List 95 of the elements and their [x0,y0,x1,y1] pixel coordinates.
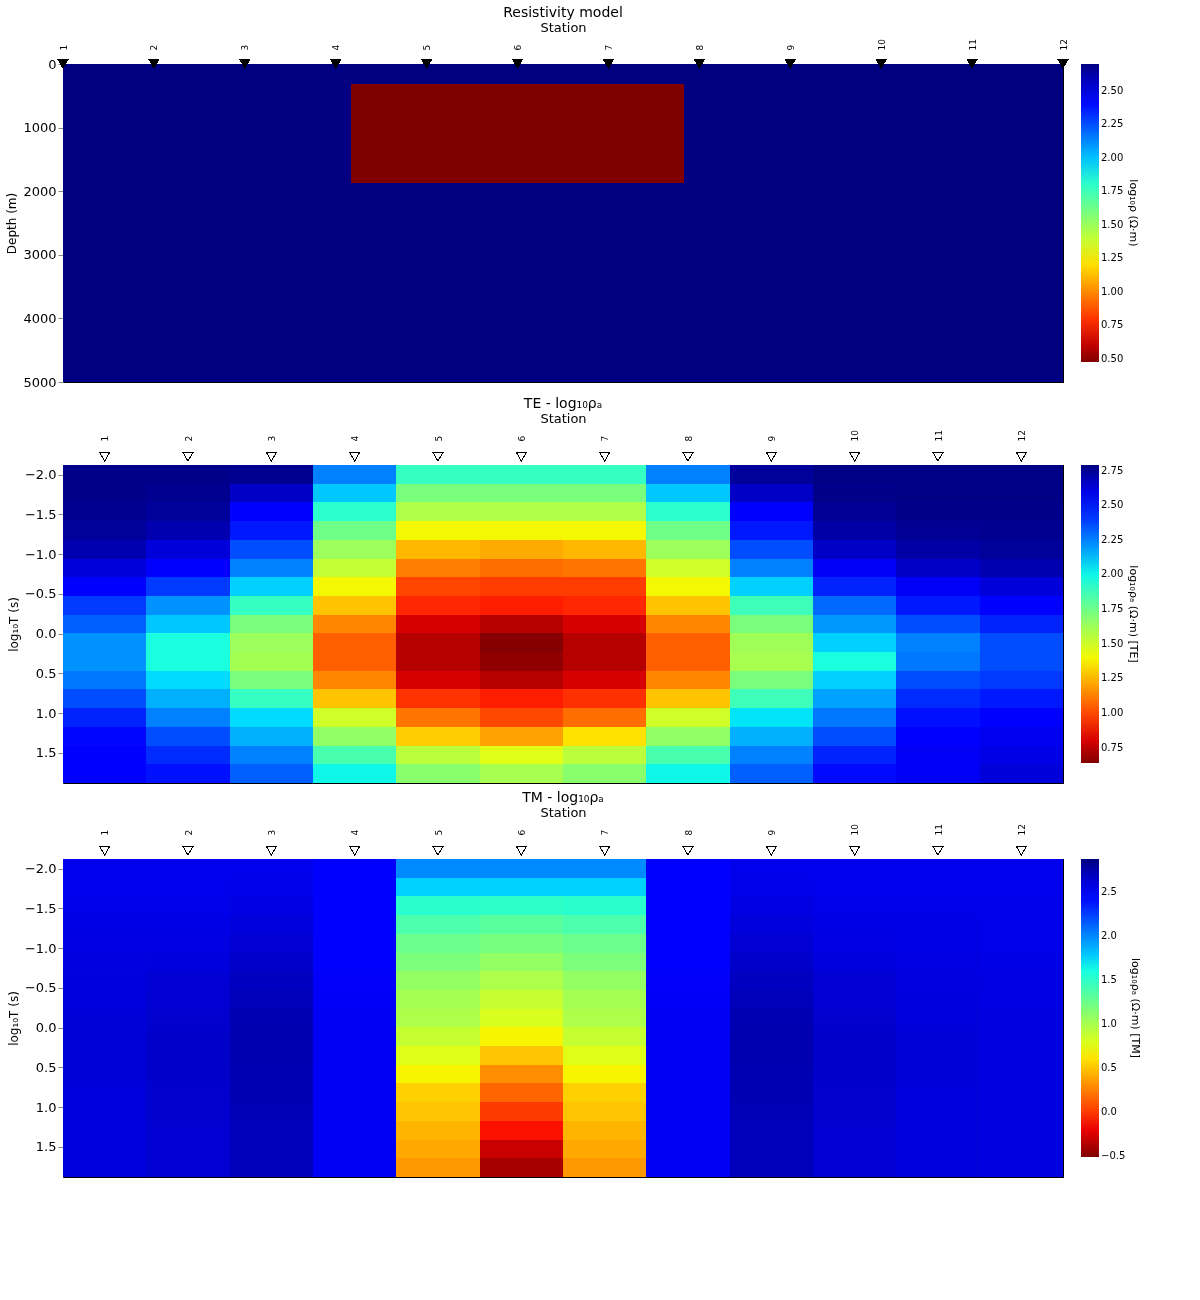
x-tick-label: 4 [350,829,361,836]
y-tick-label: −2.0 [24,861,57,877]
color-bar-label: 2.00 [1101,568,1124,580]
x-axis-title: Station [540,411,587,427]
x-tick-label: 12 [1016,430,1027,442]
y-tick-label: −1.5 [24,900,57,916]
x-tick-label: 11 [967,39,978,51]
y-tick-label: −1.0 [24,940,57,956]
chart-title: TM - log₁₀ρₐ [521,788,604,805]
color-bar-label: 1.75 [1101,185,1124,197]
color-bar-label: 2.50 [1101,84,1124,96]
x-tick-label: 1 [100,435,111,442]
color-bar-label: 2.50 [1101,499,1124,511]
x-tick-label: 3 [266,829,277,836]
x-tick-label: 8 [683,435,694,442]
x-tick-label: 7 [600,829,611,836]
color-bar-title: log₁₀ρₐ (Ω·m) [TE] [1127,565,1140,663]
x-tick-label: 4 [350,435,361,442]
x-tick-label: 11 [933,430,944,442]
x-tick-label: 6 [516,435,527,442]
chart-title: TE - log₁₀ρₐ [522,394,603,411]
x-tick-label: 1 [58,44,69,51]
x-tick-label: 9 [766,829,777,836]
color-bar-label: 1.75 [1101,603,1124,615]
chart-title: Resistivity model [503,3,623,20]
color-bar-label: 2.0 [1101,929,1117,941]
color-bar-label: 2.25 [1101,118,1124,130]
color-bar-label: −0.5 [1101,1150,1126,1162]
color-bar-label: 1.50 [1101,218,1124,230]
x-tick-label: 10 [850,429,861,442]
color-bar-label: 1.0 [1101,1017,1117,1029]
y-tick-label: −1.0 [24,546,57,562]
y-tick-label: 2000 [23,183,57,199]
color-bar-title: log₁₀ρₐ (Ω·m) [TM] [1129,958,1142,1058]
x-tick-label: 5 [422,44,433,51]
x-tick-label: 3 [266,435,277,442]
x-tick-label: 4 [331,44,342,51]
y-tick-label: −0.5 [24,980,57,996]
x-tick-label: 7 [603,44,614,51]
y-tick-label: 1.0 [35,705,57,721]
color-bar-label: 1.5 [1101,973,1117,985]
y-axis-title: log₁₀T (s) [6,597,21,652]
y-tick-label: 1000 [23,120,57,136]
y-tick-label: −0.5 [24,586,57,602]
color-bar-label: 0.75 [1101,319,1124,331]
x-axis-title: Station [540,805,587,821]
y-tick-label: 1.5 [35,1139,57,1155]
x-tick-label: 9 [785,44,796,51]
y-tick-label: 1.5 [35,745,57,761]
y-tick-label: −1.5 [24,506,57,522]
color-bar-label: 1.25 [1101,252,1124,264]
x-tick-label: 1 [100,829,111,836]
color-bar-label: 0.50 [1101,352,1124,364]
x-tick-label: 3 [240,44,251,51]
x-tick-label: 11 [933,824,944,836]
x-tick-label: 12 [1016,824,1027,836]
color-bar-label: 0.75 [1101,741,1124,753]
y-tick-label: −2.0 [24,467,57,483]
x-tick-label: 9 [766,435,777,442]
y-tick-label: 1.0 [35,1099,57,1115]
color-bar-label: 2.25 [1101,533,1124,545]
color-bar-label: 0.5 [1101,1061,1117,1073]
x-tick-label: 10 [850,823,861,836]
x-tick-label: 8 [683,829,694,836]
x-tick-label: 12 [1058,39,1069,51]
x-tick-label: 7 [600,435,611,442]
color-bar-label: 2.5 [1101,885,1117,897]
y-axis-title: Depth (m) [5,192,20,255]
x-tick-label: 2 [183,829,194,836]
x-tick-label: 2 [183,435,194,442]
color-bar-label: 0.0 [1101,1106,1117,1118]
x-tick-label: 6 [516,829,527,836]
y-tick-label: 0.0 [35,1020,57,1036]
y-tick-label: 5000 [23,374,57,390]
y-tick-label: 4000 [23,310,57,326]
x-tick-label: 5 [433,829,444,836]
y-tick-label: 0.0 [35,626,57,642]
y-axis-title: log₁₀T (s) [6,991,21,1046]
color-bar-title: log₁₀ρ (Ω·m) [1127,179,1140,247]
color-bar-label: 2.75 [1101,464,1124,476]
color-bar-label: 1.50 [1101,637,1124,649]
color-bar-label: 1.00 [1101,707,1124,719]
x-tick-label: 10 [876,38,887,51]
color-bar-label: 1.00 [1101,285,1124,297]
x-tick-label: 2 [149,44,160,51]
color-bar-label: 2.00 [1101,151,1124,163]
x-tick-label: 6 [513,44,524,51]
x-tick-label: 8 [694,44,705,51]
y-tick-label: 0.5 [35,1059,57,1075]
y-tick-label: 0 [48,56,57,72]
y-tick-label: 3000 [23,247,57,263]
y-tick-label: 0.5 [35,665,57,681]
x-axis-title: Station [540,20,587,36]
color-bar-label: 1.25 [1101,672,1124,684]
x-tick-label: 5 [433,435,444,442]
